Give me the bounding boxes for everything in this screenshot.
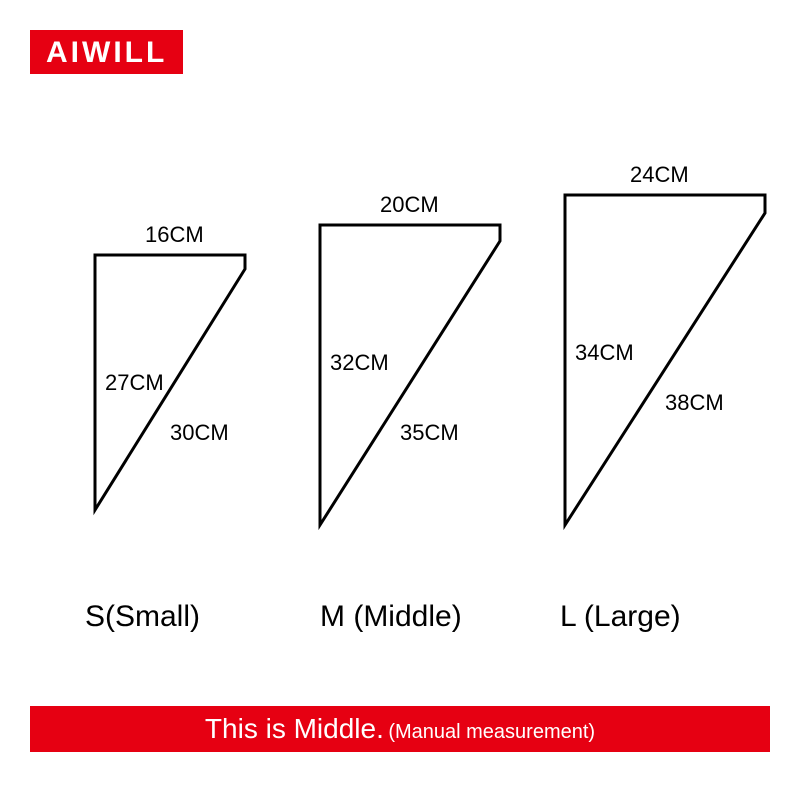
small-left-dim: 27CM	[105, 370, 164, 396]
size-diagram: 16CM 27CM 30CM S(Small) 20CM 32CM 35CM M…	[0, 0, 800, 800]
large-diag-dim: 38CM	[665, 390, 724, 416]
small-top-dim: 16CM	[145, 222, 204, 248]
middle-top-dim: 20CM	[380, 192, 439, 218]
large-left-dim: 34CM	[575, 340, 634, 366]
small-size-label: S(Small)	[85, 600, 200, 634]
middle-left-dim: 32CM	[330, 350, 389, 376]
footer-bar: This is Middle. (Manual measurement)	[30, 706, 770, 752]
large-size-label: L (Large)	[560, 600, 681, 634]
middle-size-label: M (Middle)	[320, 600, 462, 634]
footer-sub-text: (Manual measurement)	[388, 721, 595, 743]
small-diag-dim: 30CM	[170, 420, 229, 446]
large-top-dim: 24CM	[630, 162, 689, 188]
middle-diag-dim: 35CM	[400, 420, 459, 446]
footer-main-text: This is Middle.	[205, 713, 384, 744]
